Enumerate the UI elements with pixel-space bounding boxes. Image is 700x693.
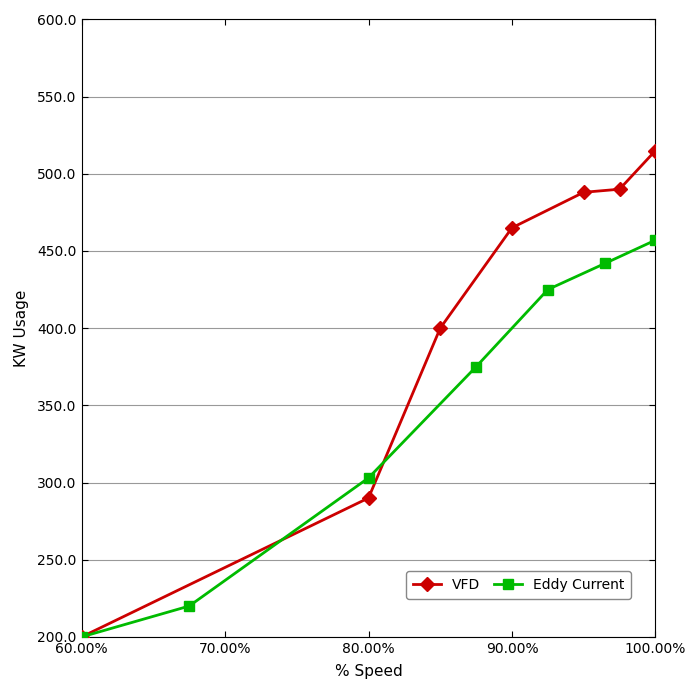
Eddy Current (185, 602, 193, 611)
Eddy Current (601, 259, 610, 267)
VFD (364, 494, 372, 502)
VFD (508, 224, 516, 232)
Eddy Current (544, 286, 552, 294)
Eddy Current (364, 474, 372, 482)
Eddy Current (78, 633, 86, 641)
Line: VFD: VFD (77, 146, 660, 642)
VFD (580, 188, 588, 196)
X-axis label: % Speed: % Speed (335, 664, 402, 679)
Eddy Current (651, 236, 659, 245)
VFD (436, 324, 445, 333)
VFD (615, 185, 624, 193)
VFD (651, 146, 659, 155)
Legend: VFD, Eddy Current: VFD, Eddy Current (406, 571, 631, 599)
Eddy Current (472, 362, 480, 371)
VFD (78, 633, 86, 641)
Line: Eddy Current: Eddy Current (77, 236, 660, 642)
Y-axis label: KW Usage: KW Usage (14, 290, 29, 367)
